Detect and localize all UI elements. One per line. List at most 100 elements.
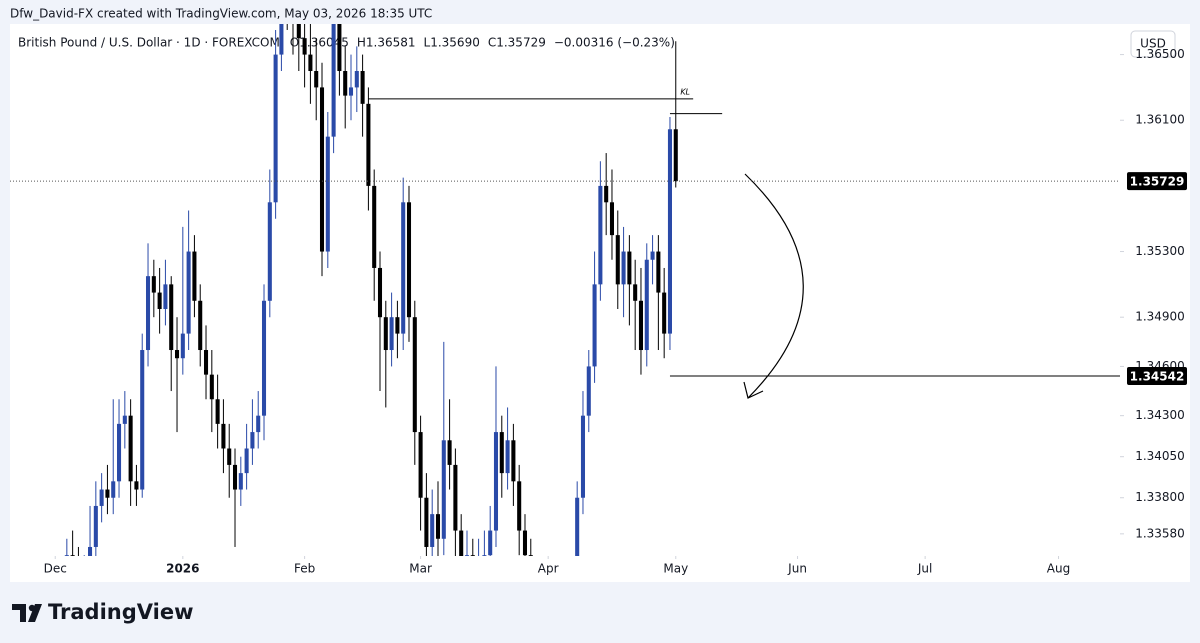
- attribution: Dfw_David-FX created with TradingView.co…: [10, 7, 432, 21]
- ohlc-value: L1.35690: [424, 36, 480, 50]
- candle-body: [215, 399, 220, 424]
- candle-body: [633, 284, 638, 301]
- candle-body: [406, 202, 412, 318]
- candle-body: [111, 481, 116, 498]
- candle-body: [244, 448, 249, 474]
- candle-body: [447, 440, 452, 465]
- candle-body: [424, 497, 429, 547]
- candle-body: [592, 284, 597, 367]
- x-tick-label: Jul: [917, 562, 932, 576]
- plot-area: [59, 0, 678, 629]
- symbol-name: British Pound / U.S. Dollar · 1D · FOREX…: [18, 36, 280, 50]
- y-tick-label: 1.36100: [1135, 113, 1185, 127]
- candle-body: [227, 448, 232, 465]
- last-price-label: 1.35729: [1130, 175, 1185, 189]
- candle-body: [604, 185, 609, 203]
- candle-body: [650, 251, 655, 260]
- candle-body: [99, 489, 104, 506]
- ohlc-value: C1.35729: [488, 36, 546, 50]
- candle-body: [319, 87, 325, 252]
- candle-body: [488, 530, 493, 556]
- candle-body: [366, 103, 371, 186]
- price-label: 1.34542: [1130, 369, 1185, 383]
- candle-body: [157, 292, 162, 309]
- ohlc-value: H1.36581: [357, 36, 416, 50]
- candle-body: [638, 300, 644, 351]
- candle-body: [453, 464, 458, 531]
- candle-body: [459, 530, 464, 556]
- candle-body: [575, 497, 580, 556]
- y-tick-label: 1.34050: [1135, 449, 1185, 463]
- y-tick-label: 1.34900: [1135, 310, 1185, 324]
- candle-body: [273, 54, 278, 203]
- candle-body: [354, 71, 359, 88]
- brand-name: TradingView: [48, 600, 193, 624]
- candle-body: [609, 202, 615, 236]
- candle-body: [88, 546, 93, 556]
- candle-body: [511, 440, 516, 482]
- candle-body: [644, 259, 649, 351]
- candle-body: [441, 440, 446, 539]
- candle-body: [586, 366, 591, 416]
- candle-body: [169, 284, 174, 351]
- candle-body: [331, 24, 336, 137]
- candle-body: [209, 374, 214, 400]
- curved-arrow: [744, 173, 804, 399]
- candle-body: [180, 333, 185, 359]
- candle-body: [522, 530, 528, 556]
- overlay: KL: [10, 87, 1120, 399]
- candle-body: [256, 415, 261, 433]
- candle-body: [598, 185, 603, 285]
- x-tick-label: Feb: [294, 562, 315, 576]
- candle-body: [232, 464, 238, 490]
- candle-body: [134, 481, 139, 490]
- candle-body: [348, 87, 354, 96]
- candle-body: [203, 350, 209, 375]
- candle-body: [64, 555, 69, 556]
- x-tick-label: Mar: [409, 562, 432, 576]
- candle-body: [198, 300, 203, 351]
- candle-body: [343, 71, 348, 96]
- brand-logo: TradingView: [12, 600, 193, 624]
- candle-body: [59, 588, 63, 596]
- candle-body: [615, 235, 620, 285]
- candle-body: [667, 129, 672, 334]
- candle-body: [470, 555, 475, 556]
- x-tick-label: Apr: [538, 562, 559, 576]
- candle-body: [401, 202, 406, 334]
- candle-body: [482, 555, 487, 556]
- candle-body: [360, 71, 365, 104]
- candle-body: [673, 129, 678, 182]
- candle-body: [238, 473, 243, 490]
- candle-body: [662, 292, 667, 334]
- candle-body: [552, 621, 556, 629]
- price-label-box: [1127, 366, 1187, 385]
- candle-body: [517, 481, 522, 531]
- candle-body: [325, 136, 330, 252]
- currency-button[interactable]: [1130, 30, 1176, 58]
- candle-body: [302, 38, 307, 55]
- candle-body: [656, 251, 661, 293]
- candle-body: [105, 489, 110, 498]
- candle-body: [412, 317, 417, 433]
- y-tick-label: 1.33800: [1135, 490, 1185, 504]
- candle-body: [372, 185, 377, 268]
- arrow-head: [743, 381, 764, 399]
- candle-body: [505, 440, 510, 474]
- x-tick-label: May: [663, 562, 688, 576]
- candle-body: [389, 317, 394, 351]
- x-tick-label: Jun: [787, 562, 807, 576]
- candle-body: [116, 423, 122, 482]
- candle-body: [128, 415, 133, 482]
- candle-body: [308, 54, 313, 72]
- candle-body: [261, 300, 267, 416]
- candle-body: [627, 251, 632, 285]
- candle-body: [430, 514, 435, 547]
- candle-body: [221, 423, 226, 449]
- candle-body: [435, 514, 441, 539]
- candle-body: [140, 350, 145, 490]
- candle-body: [395, 317, 400, 334]
- candle-body: [285, 0, 289, 5]
